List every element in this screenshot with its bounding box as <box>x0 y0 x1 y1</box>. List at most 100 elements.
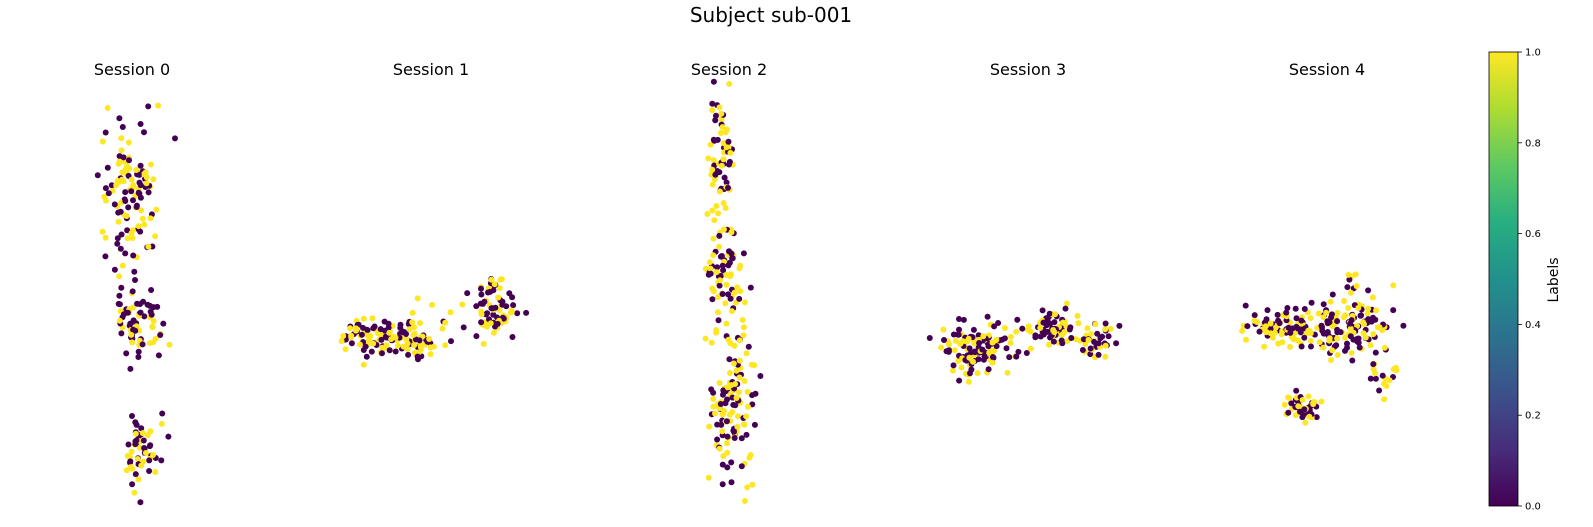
data-point <box>129 288 136 295</box>
data-point <box>129 235 136 242</box>
data-point <box>385 324 392 331</box>
data-point <box>705 155 712 162</box>
data-point <box>1274 311 1281 318</box>
data-point <box>1050 338 1057 345</box>
data-point <box>1326 335 1333 342</box>
data-point <box>160 320 167 327</box>
data-point <box>714 264 721 271</box>
data-point <box>510 302 517 309</box>
data-point <box>1287 329 1294 336</box>
data-point <box>362 343 369 350</box>
data-point <box>745 343 752 350</box>
data-point <box>712 410 718 417</box>
data-point <box>749 481 756 488</box>
data-point <box>1334 352 1341 358</box>
data-point <box>382 333 389 340</box>
data-point <box>1102 320 1109 327</box>
data-point <box>1297 408 1303 415</box>
data-point <box>709 207 716 214</box>
data-point <box>1318 398 1325 405</box>
data-point <box>1052 311 1058 318</box>
data-point <box>1287 343 1293 350</box>
data-point <box>150 339 157 346</box>
data-point <box>709 296 716 303</box>
data-point <box>442 319 449 326</box>
data-point <box>745 403 751 410</box>
data-point <box>118 284 125 291</box>
data-point <box>426 336 433 342</box>
data-point <box>995 320 1002 326</box>
data-point <box>710 252 717 259</box>
data-point <box>340 333 347 339</box>
data-point <box>499 301 506 308</box>
data-point <box>1307 337 1314 344</box>
data-point <box>1372 370 1379 377</box>
data-point <box>715 309 721 316</box>
data-point <box>403 331 409 337</box>
data-point <box>717 253 724 260</box>
data-point <box>138 425 145 432</box>
data-point <box>116 273 123 280</box>
data-point <box>716 282 723 289</box>
data-point <box>730 427 737 434</box>
data-point <box>734 284 741 291</box>
data-point <box>146 443 153 450</box>
data-point <box>148 161 154 168</box>
data-point <box>409 309 416 316</box>
data-point <box>128 448 135 455</box>
data-point <box>1307 315 1314 322</box>
data-point <box>743 350 750 357</box>
data-point <box>119 262 126 269</box>
data-point <box>1370 331 1377 338</box>
data-point <box>1242 302 1249 309</box>
data-point <box>1039 307 1046 314</box>
data-point <box>720 387 727 394</box>
data-point <box>1239 327 1246 334</box>
data-point <box>956 377 963 384</box>
data-point <box>131 489 138 496</box>
data-point <box>1084 325 1091 332</box>
data-point <box>716 188 723 195</box>
colorbar-tick-label: 0.0 <box>1525 502 1541 513</box>
data-point <box>1315 310 1322 317</box>
data-point <box>1372 375 1379 382</box>
data-point <box>108 182 115 189</box>
data-point <box>147 215 154 222</box>
data-point <box>1308 299 1315 306</box>
data-point <box>1102 326 1109 333</box>
data-point <box>725 138 732 145</box>
data-point <box>712 171 719 178</box>
data-point <box>136 301 143 308</box>
data-point <box>459 301 466 308</box>
data-point <box>116 115 123 122</box>
data-point <box>139 215 146 222</box>
data-point <box>1046 310 1053 317</box>
data-point <box>1032 334 1039 341</box>
data-point <box>1360 330 1367 337</box>
data-point <box>732 381 739 387</box>
data-point <box>1264 307 1271 314</box>
data-point <box>734 423 741 430</box>
data-point <box>740 324 747 331</box>
data-point <box>949 367 956 374</box>
data-point <box>1390 307 1397 314</box>
data-point <box>710 157 717 164</box>
data-point <box>134 456 141 462</box>
colorbar-tick-label: 0.2 <box>1525 411 1541 422</box>
data-point <box>508 308 515 315</box>
data-point <box>120 311 127 318</box>
data-point <box>132 430 139 437</box>
data-point <box>1088 331 1094 337</box>
data-point <box>135 223 142 230</box>
data-point <box>1113 340 1120 347</box>
data-point <box>129 339 136 346</box>
data-point <box>131 268 138 275</box>
data-point <box>726 161 732 168</box>
data-point <box>116 153 123 160</box>
data-point <box>1095 351 1102 358</box>
data-point <box>1318 322 1325 329</box>
data-point <box>709 181 716 188</box>
data-point <box>137 309 144 316</box>
data-point <box>741 498 748 504</box>
data-point <box>727 370 733 376</box>
